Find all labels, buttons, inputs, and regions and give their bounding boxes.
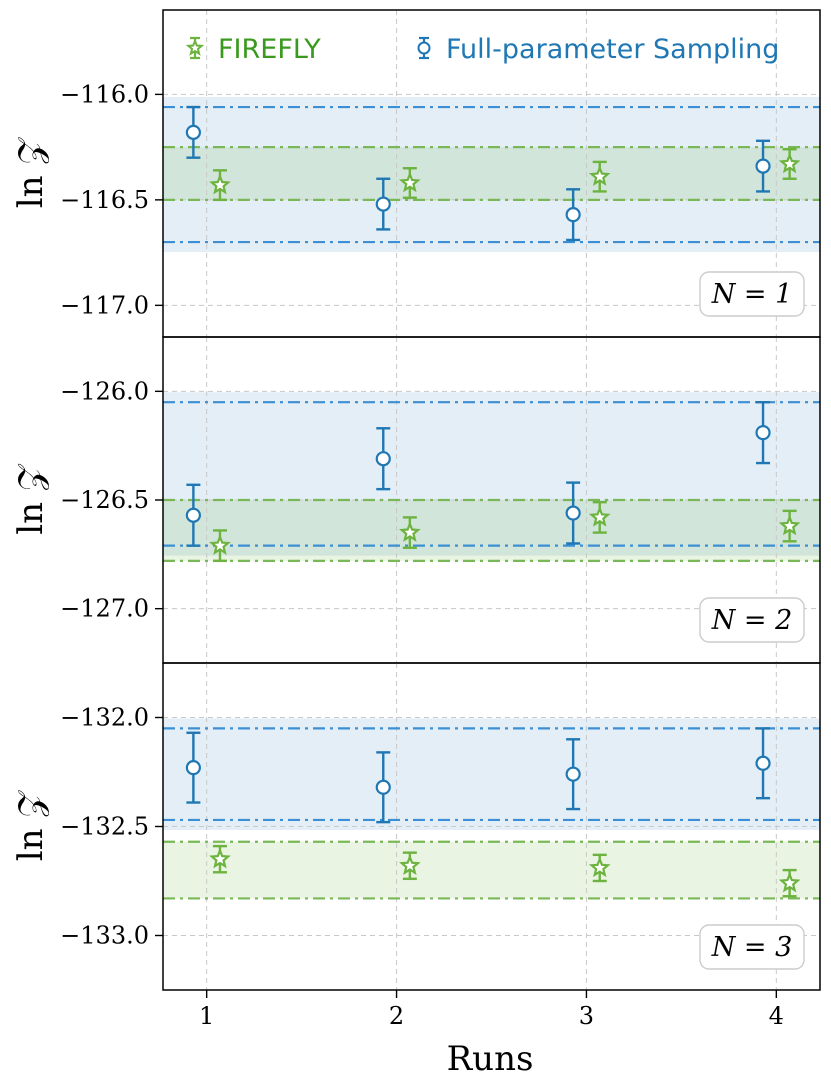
x-axis: 1 2 3 4 [199, 990, 784, 1030]
y-tick-label: −127.0 [60, 595, 149, 623]
data-point [209, 847, 231, 869]
data-point [209, 173, 231, 195]
legend-item-full-sampling: Full-parameter Sampling [417, 34, 779, 65]
panel-n-label-box [699, 924, 805, 970]
panel-3: −132.0 −132.5 −133.0 ln 𝒵 N = 3 [11, 662, 821, 991]
y-tick-label: −133.0 [60, 922, 149, 950]
panel-2: −126.0 −126.5 −127.0 ln 𝒵 N = 2 [11, 336, 821, 664]
series-full-sampling [185, 105, 771, 242]
legend-item-firefly: FIREFLY [185, 34, 321, 65]
y-tick-label: −132.5 [60, 813, 149, 841]
data-point [778, 514, 801, 536]
x-axis-title: Runs [447, 1039, 534, 1079]
data-point [755, 755, 771, 771]
data-point [399, 854, 421, 875]
x-tick-label: 1 [199, 1002, 214, 1030]
legend: FIREFLY Full-parameter Sampling [185, 34, 779, 65]
data-point [209, 534, 231, 555]
data-point [565, 207, 581, 223]
data-point [565, 766, 581, 782]
series-full-sampling [185, 727, 771, 824]
y-axis-title: ln 𝒵 [11, 137, 51, 209]
y-tick-label: −126.5 [60, 486, 149, 514]
full-sampling-band [163, 97, 820, 253]
panel-1: −116.0 −116.5 −117.0 ln 𝒵 N = 1 [11, 9, 821, 338]
series-firefly [209, 500, 801, 563]
series-firefly [209, 148, 801, 202]
data-point [755, 158, 771, 174]
y-axis-title: ln 𝒵 [11, 790, 51, 862]
legend-marker [417, 41, 431, 55]
data-point [185, 507, 201, 523]
data-point [565, 505, 581, 521]
y-tick-label: −132.0 [60, 704, 149, 732]
data-point [185, 760, 201, 776]
x-tick-label: 4 [769, 1002, 784, 1030]
data-point [588, 856, 611, 878]
y-axis-title: ln 𝒵 [11, 463, 51, 535]
data-point [399, 521, 421, 542]
panel-n-label: N = 2 [711, 605, 793, 636]
full-sampling-band [163, 392, 820, 556]
data-point [375, 779, 391, 795]
y-tick-label: −116.5 [60, 186, 149, 214]
chart-panels: −116.0−116.5−117.0ln 𝒵N = 1−126.0−126.5−… [11, 9, 821, 991]
firefly-band [163, 500, 820, 561]
data-point [778, 152, 801, 174]
panel-n-label-box [699, 271, 805, 317]
y-tick-label: −126.0 [60, 377, 149, 405]
data-point [588, 165, 611, 186]
x-tick-label: 3 [579, 1002, 594, 1030]
legend-label: FIREFLY [218, 34, 321, 65]
legend-label: Full-parameter Sampling [446, 34, 779, 65]
data-point [185, 124, 201, 140]
panel-n-label: N = 3 [711, 932, 793, 963]
firefly-band [163, 841, 820, 899]
data-point [375, 451, 391, 467]
series-firefly [209, 844, 801, 898]
y-tick-label: −116.0 [60, 80, 149, 108]
data-point [375, 196, 391, 212]
data-point [755, 425, 771, 441]
y-tick-label: −117.0 [60, 291, 149, 319]
legend-marker [185, 38, 205, 56]
firefly-band [163, 147, 820, 200]
data-point [399, 171, 421, 193]
data-point [778, 871, 801, 893]
panel-n-label-box [699, 597, 805, 643]
series-full-sampling [185, 401, 771, 547]
panel-n-label: N = 1 [711, 279, 793, 310]
full-sampling-band [163, 718, 820, 830]
data-point [588, 506, 611, 527]
x-tick-label: 2 [389, 1002, 404, 1030]
